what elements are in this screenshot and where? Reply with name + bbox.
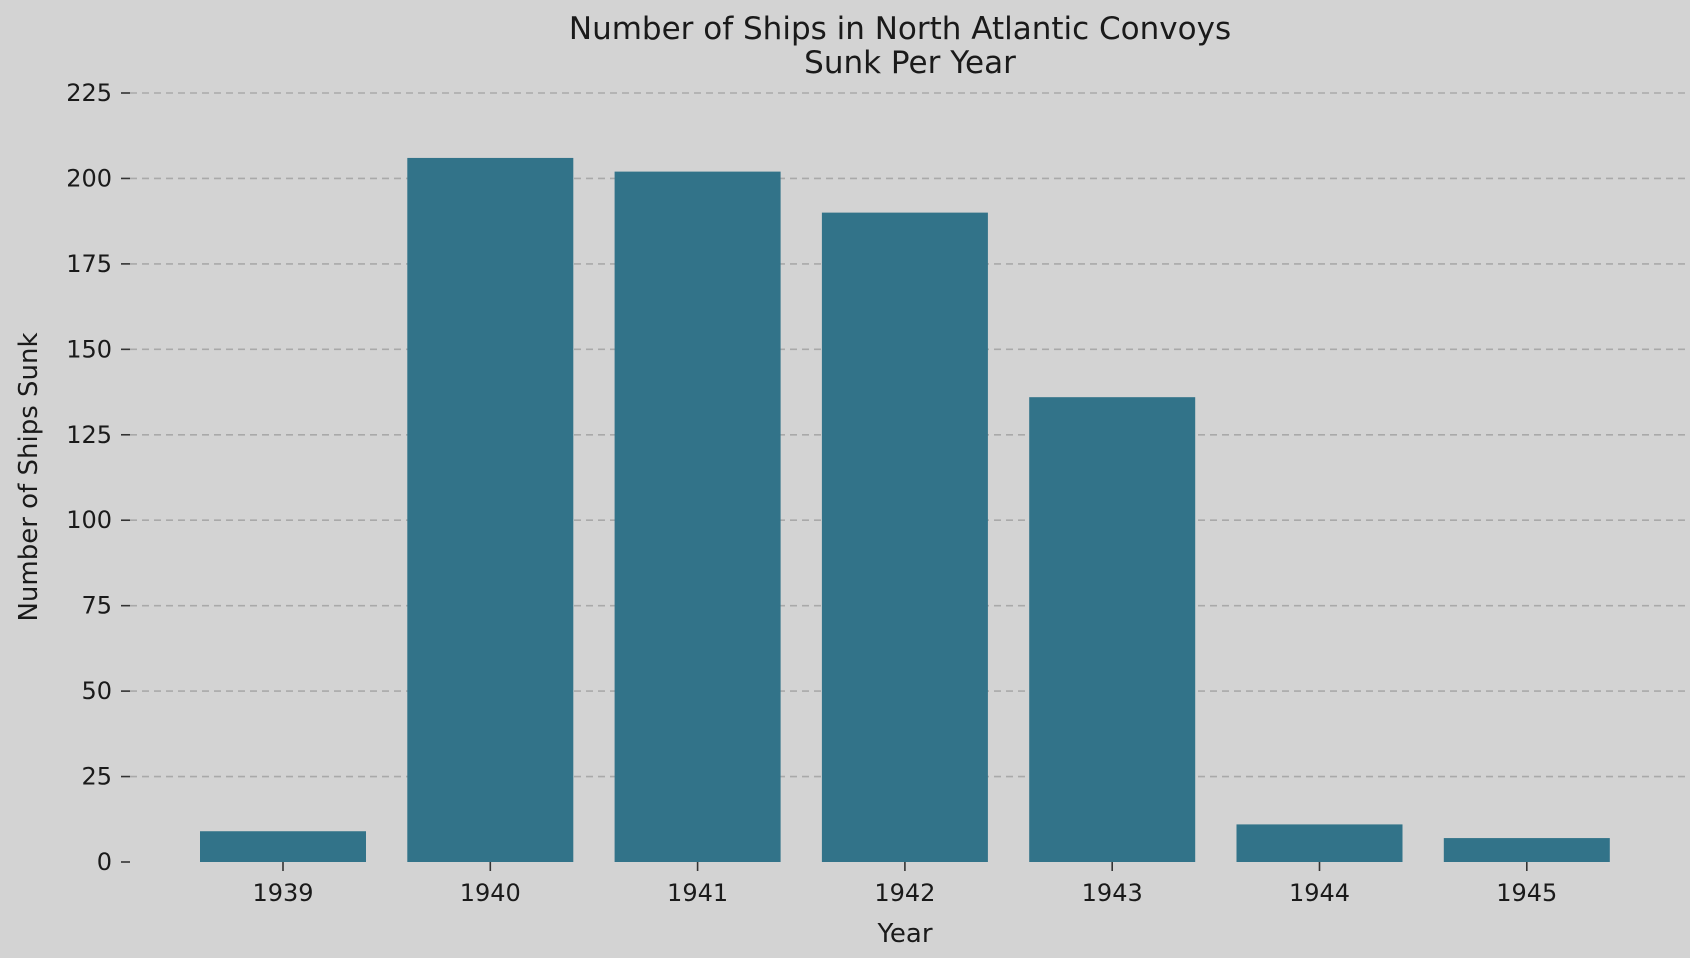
x-axis-ticks: 1939 1940 1941 1942 1943 1944 1945 (252, 862, 1557, 907)
bars (200, 157, 1610, 863)
y-axis-label: Number of Ships Sunk (14, 332, 44, 621)
y-tick-label: 25 (81, 763, 112, 791)
y-tick-label: 175 (66, 250, 112, 278)
chart-title-line-1: Number of Ships in North Atlantic Convoy… (569, 11, 1231, 47)
bar-1940 (407, 157, 574, 863)
x-tick-label: 1940 (460, 879, 521, 907)
y-tick-label: 75 (81, 592, 112, 620)
y-tick-label: 150 (66, 335, 112, 363)
y-tick-label: 0 (97, 848, 112, 876)
bar-1939 (200, 831, 366, 862)
bar-1944 (1236, 824, 1403, 862)
x-tick-label: 1945 (1496, 879, 1557, 907)
bar-1943 (1029, 397, 1196, 862)
x-tick-label: 1941 (667, 879, 728, 907)
bar-1945 (1443, 838, 1610, 862)
y-tick-label: 125 (66, 421, 112, 449)
x-tick-label: 1944 (1289, 879, 1350, 907)
y-tick-label: 50 (81, 677, 112, 705)
x-axis-label: Year (876, 919, 932, 949)
y-tick-label: 100 (66, 506, 112, 534)
y-axis-ticks: 0 25 50 75 100 125 150 175 200 225 (66, 79, 130, 876)
y-tick-label: 200 (66, 164, 112, 192)
bar-1942 (821, 212, 988, 863)
x-tick-label: 1939 (252, 879, 313, 907)
y-tick-label: 225 (66, 79, 112, 107)
x-tick-label: 1943 (1082, 879, 1143, 907)
x-tick-label: 1942 (874, 879, 935, 907)
chart-title-line-2: Sunk Per Year (804, 45, 1016, 81)
bar-1941 (614, 171, 781, 862)
